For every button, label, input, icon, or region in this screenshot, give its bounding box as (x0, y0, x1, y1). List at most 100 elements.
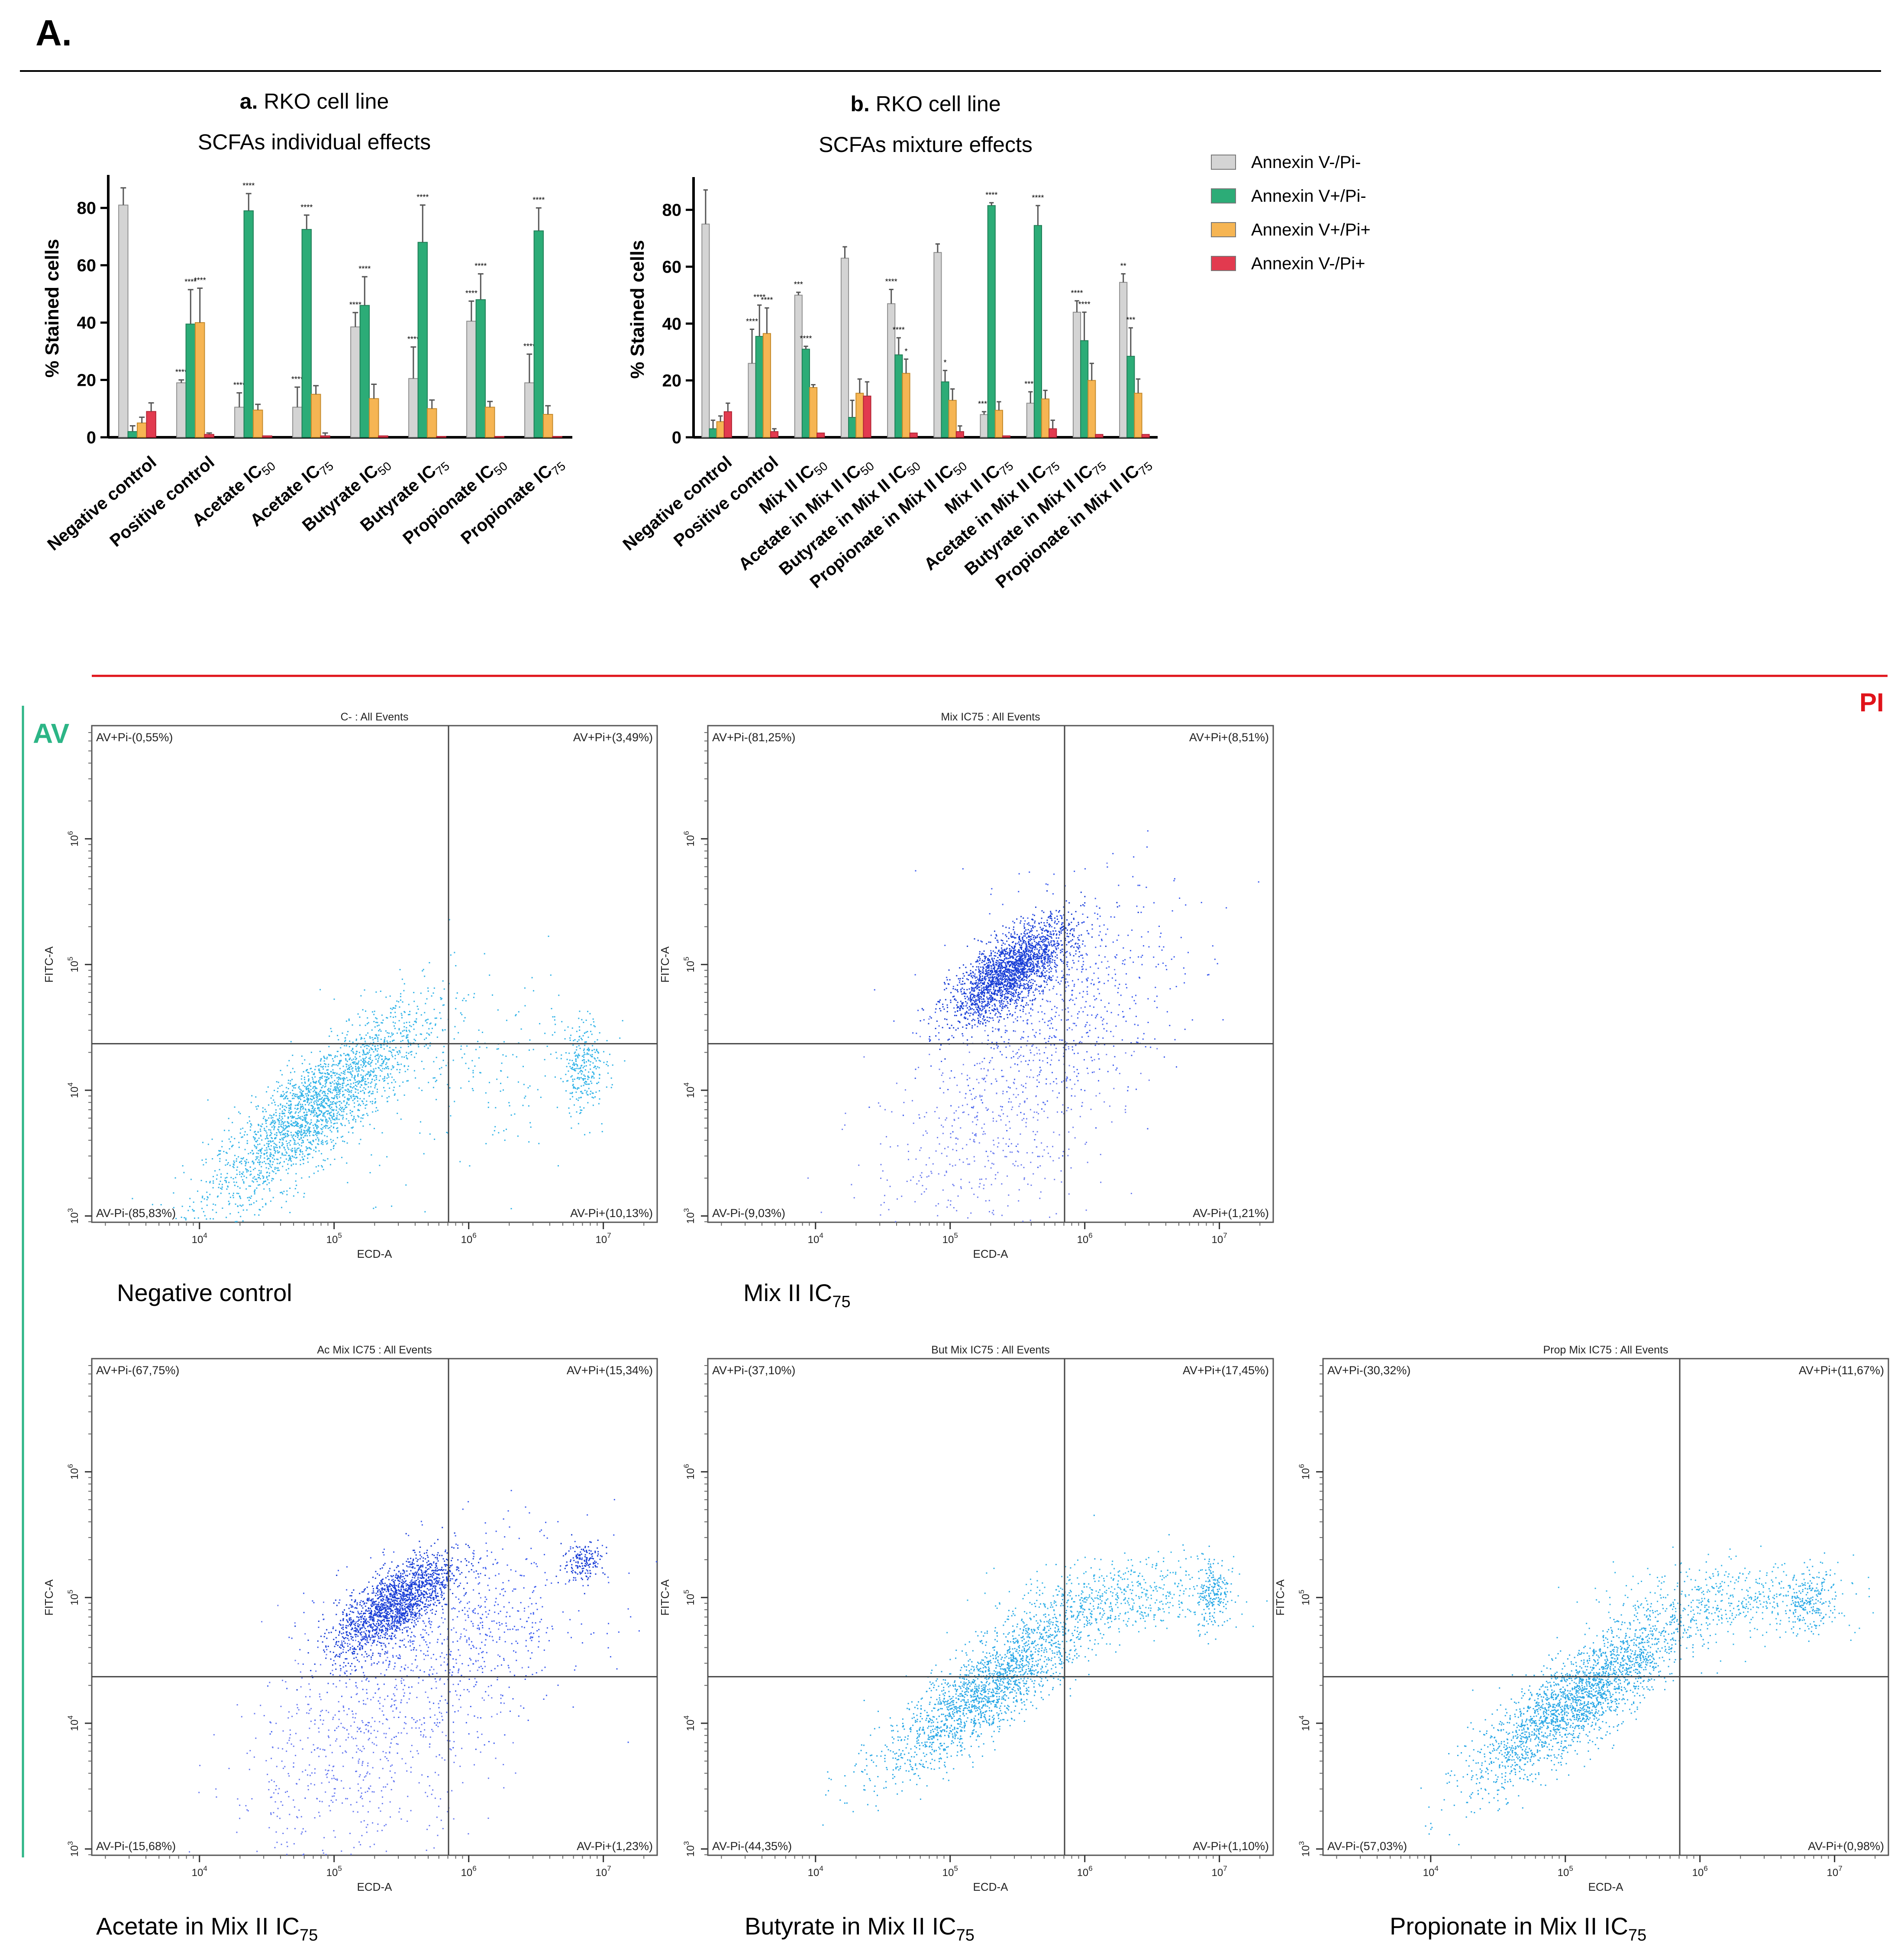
event-dot-0 (251, 1124, 252, 1126)
event-dot-0 (277, 1163, 278, 1164)
event-dot-0 (296, 1125, 298, 1127)
event-dot-0 (1013, 953, 1014, 954)
event-dot-0 (353, 1058, 355, 1060)
event-dot-0 (294, 1087, 296, 1089)
event-dot-0 (1049, 968, 1050, 970)
event-dot-2 (529, 1039, 531, 1041)
event-dot-0 (429, 1045, 431, 1046)
event-dot-0 (977, 978, 979, 980)
event-dot-0 (1008, 938, 1010, 940)
event-dot-0 (266, 1137, 268, 1139)
event-dot-0 (363, 1114, 365, 1116)
event-dot-0 (347, 1091, 349, 1092)
event-dot-2 (524, 1005, 526, 1007)
event-dot-0 (929, 1036, 930, 1037)
event-dot-0 (354, 1075, 356, 1076)
event-dot-0 (287, 1172, 289, 1174)
event-dot-0 (1025, 973, 1027, 975)
chart-title-prefix: a. (240, 89, 264, 113)
event-dot-0 (246, 1209, 248, 1211)
event-dot-0 (316, 1132, 317, 1134)
event-dot-0 (310, 1143, 312, 1144)
event-dot-0 (232, 1144, 234, 1146)
event-dot-1 (578, 1079, 580, 1080)
bar-0-3 (146, 411, 156, 438)
event-dot-2 (380, 990, 381, 992)
event-dot-0 (1022, 958, 1023, 959)
event-dot-0 (390, 1008, 391, 1009)
event-dot-0 (351, 1050, 352, 1052)
event-dot-0 (928, 1023, 929, 1024)
event-dot-2 (517, 1081, 519, 1083)
event-dot-0 (277, 1087, 279, 1089)
event-dot-1 (586, 1053, 588, 1055)
event-dot-0 (970, 995, 971, 997)
event-dot-0 (268, 1175, 270, 1177)
event-dot-0 (1023, 974, 1025, 975)
event-dot-0 (253, 1202, 255, 1204)
event-dot-0 (286, 1087, 287, 1088)
event-dot-0 (233, 1181, 235, 1183)
event-dot-0 (263, 1176, 265, 1178)
event-dot-0 (401, 1036, 403, 1037)
event-dot-0 (305, 1150, 307, 1151)
event-dot-0 (988, 966, 990, 967)
event-dot-0 (374, 1075, 376, 1076)
event-dot-0 (384, 1037, 386, 1039)
event-dot-0 (968, 998, 970, 999)
event-dot-0 (972, 1018, 974, 1020)
event-dot-0 (221, 1186, 223, 1188)
event-dot-2 (529, 1122, 531, 1124)
event-dot-2 (441, 1067, 442, 1069)
bar-5-1 (417, 242, 428, 438)
event-dot-0 (360, 1081, 361, 1082)
event-dot-0 (269, 1124, 271, 1125)
event-dot-0 (1066, 936, 1068, 937)
event-dot-0 (308, 1176, 310, 1178)
event-dot-0 (219, 1169, 220, 1170)
event-dot-0 (259, 1164, 261, 1166)
event-dot-0 (278, 1126, 280, 1128)
event-dot-0 (375, 1058, 377, 1060)
event-dot-0 (247, 1122, 248, 1124)
event-dot-0 (377, 1040, 379, 1042)
event-dot-0 (1023, 997, 1025, 998)
event-dot-0 (181, 1217, 182, 1218)
event-dot-0 (983, 1020, 985, 1021)
event-dot-0 (1013, 989, 1015, 991)
event-dot-1 (578, 1055, 580, 1056)
event-dot-0 (1005, 927, 1007, 928)
event-dot-1 (590, 1091, 592, 1092)
event-dot-0 (1061, 917, 1063, 919)
event-dot-0 (970, 1007, 971, 1009)
event-dot-0 (375, 1083, 377, 1085)
bar-4-2 (369, 398, 379, 438)
event-dot-0 (332, 1060, 334, 1062)
event-dot-0 (960, 983, 962, 985)
event-dot-0 (348, 1065, 350, 1066)
event-dot-0 (946, 1011, 948, 1013)
event-dot-0 (233, 1164, 235, 1166)
event-dot-0 (268, 1163, 269, 1165)
event-dot-0 (220, 1176, 222, 1178)
event-dot-0 (1087, 917, 1088, 918)
event-dot-0 (426, 1037, 427, 1039)
event-dot-0 (947, 1007, 949, 1008)
event-dot-0 (1052, 959, 1054, 961)
event-dot-0 (1029, 932, 1030, 933)
event-dot-0 (263, 1188, 265, 1190)
event-dot-0 (308, 1099, 310, 1101)
event-dot-0 (300, 1159, 301, 1161)
event-dot-2 (450, 954, 452, 956)
event-dot-0 (981, 996, 982, 998)
event-dot-0 (290, 1120, 292, 1122)
event-dot-0 (1015, 943, 1017, 945)
event-dot-0 (314, 1089, 316, 1091)
bar-6-3 (494, 436, 504, 438)
event-dot-0 (465, 1000, 467, 1001)
event-dot-0 (279, 1141, 281, 1143)
event-dot-0 (255, 1133, 256, 1135)
event-dot-0 (299, 1088, 301, 1090)
event-dot-0 (315, 1147, 317, 1149)
event-dot-0 (338, 1079, 339, 1080)
